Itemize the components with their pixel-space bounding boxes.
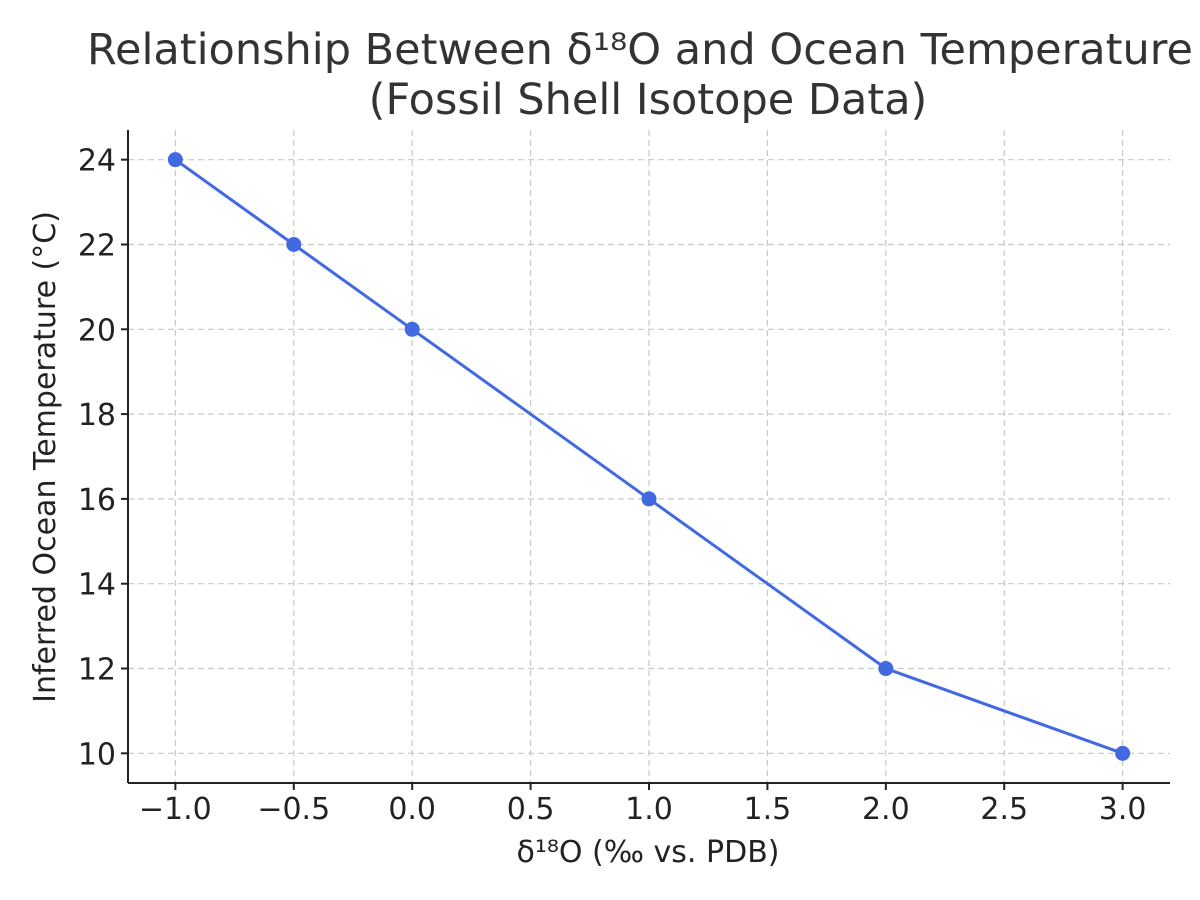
x-tick-label: 3.0 — [1099, 792, 1147, 827]
y-axis-label: Inferred Ocean Temperature (°C) — [28, 211, 63, 703]
x-tick-label: −1.0 — [139, 792, 212, 827]
tick-labels: −1.0 −0.5 0.0 0.5 1.0 1.5 2.0 2.5 3.0 10 12 14 16 18 2… — [78, 144, 1147, 827]
data-point — [167, 152, 183, 168]
x-tick-label: 2.5 — [980, 792, 1028, 827]
grid — [128, 130, 1170, 783]
data-point — [286, 236, 302, 252]
x-tick-label: 2.0 — [862, 792, 910, 827]
x-tick-label: 0.5 — [507, 792, 555, 827]
data-point — [404, 321, 420, 337]
chart-title-line-2: (Fossil Shell Isotope Data) — [369, 75, 928, 125]
chart-title-line-1: Relationship Between δ¹⁸O and Ocean Temp… — [87, 25, 1193, 75]
y-tick-label: 22 — [78, 228, 116, 263]
series-line — [173, 158, 1125, 755]
axes — [121, 130, 1170, 790]
x-tick-label: 1.5 — [744, 792, 792, 827]
data-point — [878, 661, 894, 677]
x-tick-label: 1.0 — [625, 792, 673, 827]
y-tick-label: 20 — [78, 313, 116, 348]
y-tick-label: 14 — [78, 568, 116, 603]
x-tick-label: 0.0 — [388, 792, 436, 827]
y-tick-label: 24 — [78, 144, 116, 179]
y-tick-label: 10 — [78, 737, 116, 772]
y-tick-label: 12 — [78, 653, 116, 688]
y-tick-label: 18 — [78, 398, 116, 433]
y-tick-label: 16 — [78, 483, 116, 518]
x-tick-label: −0.5 — [257, 792, 330, 827]
data-point — [641, 491, 657, 507]
data-point — [1115, 745, 1131, 761]
x-axis-label: δ¹⁸O (‰ vs. PDB) — [517, 835, 780, 870]
series — [167, 152, 1131, 761]
